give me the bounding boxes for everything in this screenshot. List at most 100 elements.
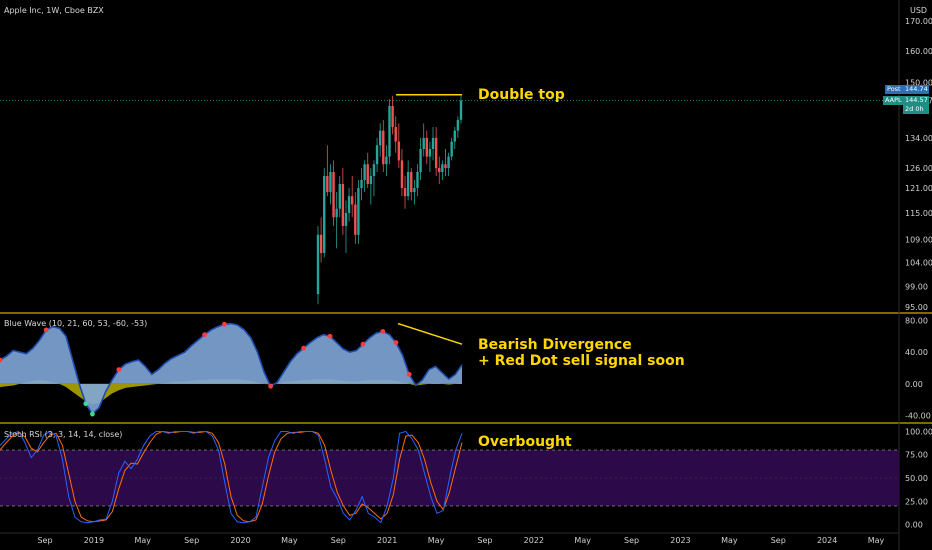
candle-body	[450, 141, 453, 157]
candle-body	[438, 168, 441, 173]
time-tick-label: 2022	[524, 536, 544, 545]
symbol-title: Apple Inc, 1W, Cboe BZX	[4, 6, 104, 15]
price-tick-label: 134.00	[905, 134, 932, 143]
time-tick-label: May	[574, 536, 591, 545]
candle-body	[416, 172, 419, 189]
buy-signal-dot	[83, 401, 89, 407]
candle-body	[319, 234, 323, 253]
time-tick-label: Sep	[37, 536, 52, 545]
time-tick-label: May	[721, 536, 738, 545]
candle-body	[388, 105, 391, 157]
post-tag-label: Post	[885, 85, 903, 94]
candle-body	[400, 160, 404, 189]
sell-signal-dot	[327, 333, 333, 339]
candle-body	[419, 149, 422, 173]
price-tick-label: 170.00	[905, 17, 932, 26]
candle-body	[459, 100, 463, 120]
candle-body	[316, 234, 320, 295]
wave-tick-label: -40.00	[905, 412, 931, 421]
candle-body	[425, 137, 429, 157]
candle-body	[323, 175, 326, 253]
annotation-divergence-line1: Bearish Divergence	[478, 337, 632, 353]
candle-body	[335, 208, 338, 218]
last-price-tag: 144.57	[903, 96, 929, 105]
candle-body	[385, 156, 388, 165]
candle-body	[332, 172, 335, 218]
wave-line	[0, 322, 463, 416]
sell-signal-dot	[268, 383, 273, 389]
wave-tick-label: 80.00	[905, 316, 928, 325]
price-tick-label: 160.00	[905, 47, 932, 56]
time-tick-label: May	[868, 536, 885, 545]
sell-signal-dot	[0, 357, 3, 363]
candle-body	[447, 156, 450, 169]
time-tick-label: May	[428, 536, 445, 545]
candle-body	[344, 212, 348, 226]
time-tick-label: 2019	[84, 536, 104, 545]
price-tick-label: 109.00	[905, 235, 932, 244]
price-tick-label: 115.00	[905, 209, 932, 218]
candle-body	[444, 164, 447, 169]
time-tick-label: 2024	[817, 536, 837, 545]
stoch-tick-label: 50.00	[905, 474, 928, 483]
stoch-d-line	[0, 430, 463, 523]
time-tick-label: Sep	[184, 536, 199, 545]
candle-body	[338, 183, 341, 209]
candle-body	[326, 175, 329, 193]
annotation-double-top: Double top	[478, 87, 565, 103]
price-tick-label: 95.00	[905, 303, 928, 312]
price-tick-label: 126.00	[905, 164, 932, 173]
candle-body	[434, 137, 438, 169]
price-tick-label: 150.00	[905, 78, 932, 87]
divergence-line	[397, 322, 463, 345]
candle-body	[410, 172, 413, 193]
candle-body	[360, 179, 363, 189]
stoch-tick-label: 75.00	[905, 451, 928, 460]
candle-body	[441, 164, 444, 173]
candle-body	[382, 130, 385, 165]
time-tick-label: 2020	[230, 536, 250, 545]
candle-body	[341, 183, 345, 226]
buy-signal-dot	[90, 411, 95, 417]
price-tick-label: 121.00	[905, 184, 932, 193]
stoch-tick-label: 100.00	[905, 427, 932, 436]
candle-body	[391, 105, 394, 128]
wave-yellow-area	[0, 379, 462, 405]
countdown-tag: 2d 0h	[903, 105, 929, 114]
candle-body	[431, 137, 435, 150]
candle-body	[372, 164, 376, 176]
candle-body	[363, 164, 366, 180]
candle-body	[453, 130, 456, 142]
stoch-tick-label: 0.00	[905, 521, 923, 530]
candle-body	[413, 188, 416, 193]
candle-body	[378, 130, 382, 146]
candle-body	[403, 188, 407, 197]
candle-body	[357, 188, 360, 235]
candle-body	[394, 127, 397, 142]
candle-body	[428, 149, 432, 157]
wave-indicator-title[interactable]: Blue Wave (10, 21, 60, 53, -60, -53)	[4, 319, 148, 328]
candle-body	[375, 145, 379, 165]
candle-body	[350, 196, 354, 205]
time-tick-label: 2021	[377, 536, 397, 545]
time-tick-label: May	[281, 536, 298, 545]
candle-body	[329, 172, 332, 193]
ticker-tag-label: AAPL	[883, 96, 904, 105]
sell-signal-dot	[116, 367, 122, 372]
currency-label: USD	[910, 6, 928, 15]
time-tick-label: 2023	[670, 536, 690, 545]
stoch-tick-label: 25.00	[905, 497, 928, 506]
candle-body	[369, 175, 373, 184]
sell-signal-dot	[222, 321, 227, 327]
stoch-indicator-title[interactable]: Stoch RSI (3, 3, 14, 14, close)	[4, 430, 123, 439]
price-tick-label: 104.00	[905, 258, 932, 267]
annotation-overbought: Overbought	[478, 434, 572, 450]
wave-blue-area	[0, 323, 462, 415]
time-tick-label: Sep	[624, 536, 639, 545]
candle-body	[366, 164, 369, 184]
sell-signal-dot	[202, 332, 208, 338]
candle-body	[406, 172, 410, 197]
wave-tick-label: 0.00	[905, 380, 923, 389]
